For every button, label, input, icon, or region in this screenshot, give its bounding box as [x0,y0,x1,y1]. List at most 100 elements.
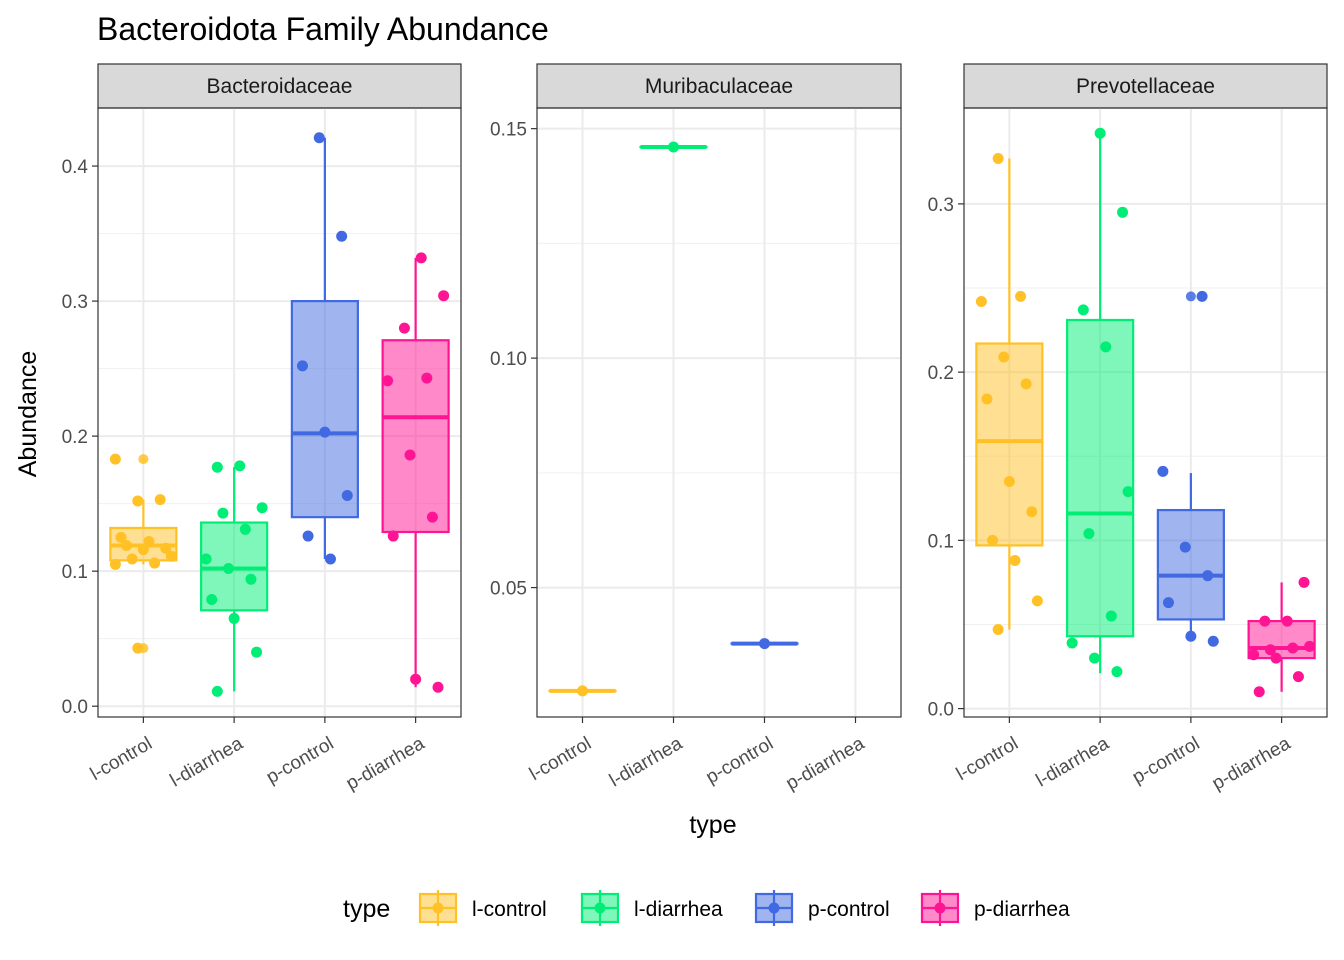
data-point [149,557,161,569]
box-p-control [1156,290,1225,647]
data-point [410,673,422,685]
data-point [251,646,263,658]
data-point [211,461,223,473]
data-point [992,624,1004,636]
box-iqr [290,299,359,519]
data-point [109,453,121,465]
data-point [1089,652,1101,664]
y-tick-label: 0.15 [490,120,527,141]
facet-strip-label: Bacteroidaceae [207,75,353,98]
y-tick-label: 0.0 [62,697,88,718]
data-point [296,360,308,372]
x-tick-label: p-control [702,733,777,788]
x-tick-label: l-diarrhea [606,733,686,792]
data-point [341,490,353,502]
data-point [154,494,166,506]
data-point [1105,610,1117,622]
box-iqr [1156,508,1225,621]
data-point [438,290,450,302]
box-l-diarrhea [200,460,269,697]
facet-strip-label: Muribaculaceae [645,75,793,98]
data-point [324,553,336,565]
data-point [1094,127,1106,139]
box-iqr [1247,620,1316,660]
data-point [137,544,149,556]
data-point [245,573,257,585]
data-point [115,531,127,543]
data-point [1162,597,1174,609]
legend-item-l-diarrhea: l-diarrhea [580,890,723,926]
facet-panel-prevotellaceae: Prevotellaceae 0.0 0.1 0.2 0.3 l-control l-dia… [928,63,1328,795]
legend: type l-control l-diarrhea p-control p-diarr… [343,890,1070,926]
data-point [992,152,1004,164]
data-point [234,460,246,472]
facet-panel-muribaculaceae: Muribaculaceae 0.05 0.10 0.15 l-control l-dia… [490,63,902,795]
box-p-diarrhea [381,252,450,693]
facet-strip [963,63,1328,109]
data-point [1281,615,1293,627]
facet-strip [97,63,462,109]
y-tick-label: 0.4 [62,157,89,178]
y-tick-label: 0.3 [62,292,88,313]
x-tick-label: p-diarrhea [782,733,868,795]
panel-border [97,107,462,718]
facet-panels: Bacteroidaceae 0.0 0.1 0.2 0.3 0.4 l-control l-… [62,63,1328,795]
data-point [1122,486,1134,498]
y-tick-label: 0.3 [928,195,954,216]
y-tick-label: 0.0 [928,700,954,721]
data-point [1298,576,1310,588]
data-point [382,375,394,387]
data-point [432,681,444,693]
legend-label: p-diarrhea [974,898,1070,921]
data-point [1196,290,1208,302]
data-point [1031,595,1043,607]
data-point [223,562,235,574]
box-iqr [1066,318,1135,638]
data-point [1253,686,1265,698]
outlier-point [138,454,149,465]
facet-panel-bacteroidaceae: Bacteroidaceae 0.0 0.1 0.2 0.3 0.4 l-control l-… [62,63,462,795]
y-tick-label: 0.1 [928,531,954,552]
panel-border [963,107,1328,718]
data-point [319,426,331,438]
box-p-diarrhea [1247,576,1316,698]
data-point [387,530,399,542]
data-point [1117,206,1129,218]
data-point [1111,666,1123,678]
data-point [987,534,999,546]
data-point [759,638,770,650]
data-point [1009,555,1021,567]
data-point [668,141,679,153]
data-point [302,530,314,542]
y-axis-title: Abundance [14,351,42,478]
data-point [975,295,987,307]
data-point [1083,528,1095,540]
legend-title: type [343,895,390,923]
box-l-diarrhea [639,141,708,153]
data-point [1264,644,1276,656]
data-point [239,523,251,535]
box-l-diarrhea [1066,127,1135,678]
data-point [1248,649,1260,661]
data-point [981,393,993,405]
y-tick-label: 0.10 [490,349,527,370]
y-tick-label: 0.2 [62,427,88,448]
data-point [1287,642,1299,654]
data-point [404,449,416,461]
x-axis-title: type [689,811,736,839]
data-point [313,132,325,144]
data-point [200,553,212,565]
panel-border [536,107,902,718]
data-point [1207,635,1219,647]
x-tick-label: p-diarrhea [1209,733,1295,795]
x-tick-label: l-control [87,733,156,785]
data-point [256,502,268,514]
x-tick-label: p-diarrhea [343,733,429,795]
legend-key-point [594,902,606,914]
legend-label: l-diarrhea [634,898,723,921]
data-point [398,322,410,334]
legend-item-p-control: p-control [754,890,890,926]
data-point [132,642,144,654]
data-point [1077,304,1089,316]
x-tick-label: l-diarrhea [1033,733,1113,792]
